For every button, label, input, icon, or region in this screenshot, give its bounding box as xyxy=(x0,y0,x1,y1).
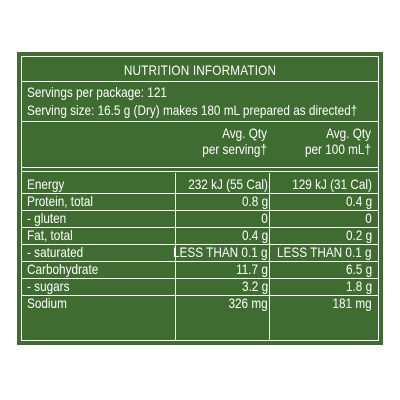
column-header-per-100ml-line1: Avg. Qty xyxy=(326,125,371,141)
row-per-100ml: 181 mg xyxy=(332,295,372,311)
row-per-100ml: 129 kJ (31 Cal) xyxy=(292,176,372,192)
row-per-serving: 326 mg xyxy=(228,295,268,311)
nutrient-rows: Energy 232 kJ (55 Cal) 129 kJ (31 Cal) P… xyxy=(17,176,383,312)
table-row: - sugars 3.2 g 1.8 g xyxy=(17,278,383,295)
row-label: Energy xyxy=(27,176,65,192)
row-label: Protein, total xyxy=(27,193,94,209)
column-divider-2 xyxy=(269,173,270,341)
row-label: Carbohydrate xyxy=(27,261,99,277)
table-row: - saturated LESS THAN 0.1 g LESS THAN 0.… xyxy=(17,244,383,261)
table-row: Protein, total 0.8 g 0.4 g xyxy=(17,193,383,210)
row-per-100ml: 0.2 g xyxy=(345,227,372,243)
header-divider-bottom xyxy=(21,171,379,172)
row-divider xyxy=(21,261,379,262)
row-per-100ml: LESS THAN 0.1 g xyxy=(277,244,372,260)
row-divider xyxy=(21,193,379,194)
row-divider xyxy=(21,227,379,228)
title-divider xyxy=(21,81,379,82)
row-per-serving: 3.2 g xyxy=(241,278,268,294)
row-per-100ml: 0 xyxy=(365,210,372,226)
column-header-per-serving: Avg. Qty per serving† xyxy=(175,125,267,157)
table-row: Sodium 326 mg 181 mg xyxy=(17,295,383,312)
table-row: Energy 232 kJ (55 Cal) 129 kJ (31 Cal) xyxy=(17,176,383,193)
row-label: Sodium xyxy=(27,295,67,311)
column-header-per-100ml-line2: per 100 mL† xyxy=(304,141,371,157)
row-per-serving: LESS THAN 0.1 g xyxy=(173,244,268,260)
column-header-per-serving-line1: Avg. Qty xyxy=(222,125,267,141)
row-label: - sugars xyxy=(27,278,70,294)
table-row: - gluten 0 0 xyxy=(17,210,383,227)
panel-title: NUTRITION INFORMATION xyxy=(123,62,277,78)
row-label: - saturated xyxy=(27,244,84,260)
servings-per-package: Servings per package: 121 xyxy=(27,84,167,100)
row-divider xyxy=(21,210,379,211)
column-header-per-100ml: Avg. Qty per 100 mL† xyxy=(279,125,371,157)
table-row: Carbohydrate 11.7 g 6.5 g xyxy=(17,261,383,278)
column-header-per-serving-line2: per serving† xyxy=(202,141,267,157)
row-divider xyxy=(21,278,379,279)
row-divider xyxy=(21,295,379,296)
column-divider-1 xyxy=(175,173,176,341)
row-divider xyxy=(21,244,379,245)
row-per-100ml: 0.4 g xyxy=(345,193,372,209)
row-per-serving: 0.4 g xyxy=(241,227,268,243)
row-per-100ml: 1.8 g xyxy=(345,278,372,294)
row-per-serving: 0.8 g xyxy=(241,193,268,209)
row-per-100ml: 6.5 g xyxy=(345,261,372,277)
table-row: Fat, total 0.4 g 0.2 g xyxy=(17,227,383,244)
info-divider xyxy=(21,121,379,122)
header-divider-top xyxy=(21,167,379,168)
row-per-serving: 11.7 g xyxy=(236,261,268,277)
panel-frame xyxy=(21,56,379,341)
row-label: Fat, total xyxy=(27,227,73,243)
row-per-serving: 0 xyxy=(261,210,268,226)
row-label: - gluten xyxy=(27,210,67,226)
serving-size: Serving size: 16.5 g (Dry) makes 180 mL … xyxy=(27,102,358,118)
nutrition-panel: NUTRITION INFORMATION Servings per packa… xyxy=(17,52,383,345)
row-per-serving: 232 kJ (55 Cal) xyxy=(188,176,268,192)
